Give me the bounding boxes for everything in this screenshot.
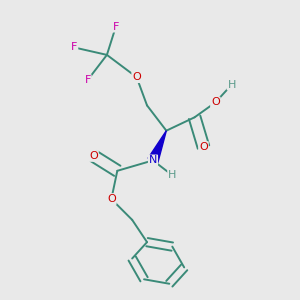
Text: O: O [211, 98, 220, 107]
Text: O: O [107, 194, 116, 204]
Text: N: N [149, 155, 157, 165]
Text: O: O [199, 142, 208, 152]
Text: F: F [84, 75, 91, 85]
Text: F: F [112, 22, 119, 32]
Text: F: F [71, 43, 77, 52]
Text: O: O [89, 151, 98, 161]
Text: O: O [132, 72, 141, 82]
Polygon shape [148, 131, 166, 163]
Text: H: H [168, 170, 176, 180]
Text: H: H [227, 80, 236, 90]
